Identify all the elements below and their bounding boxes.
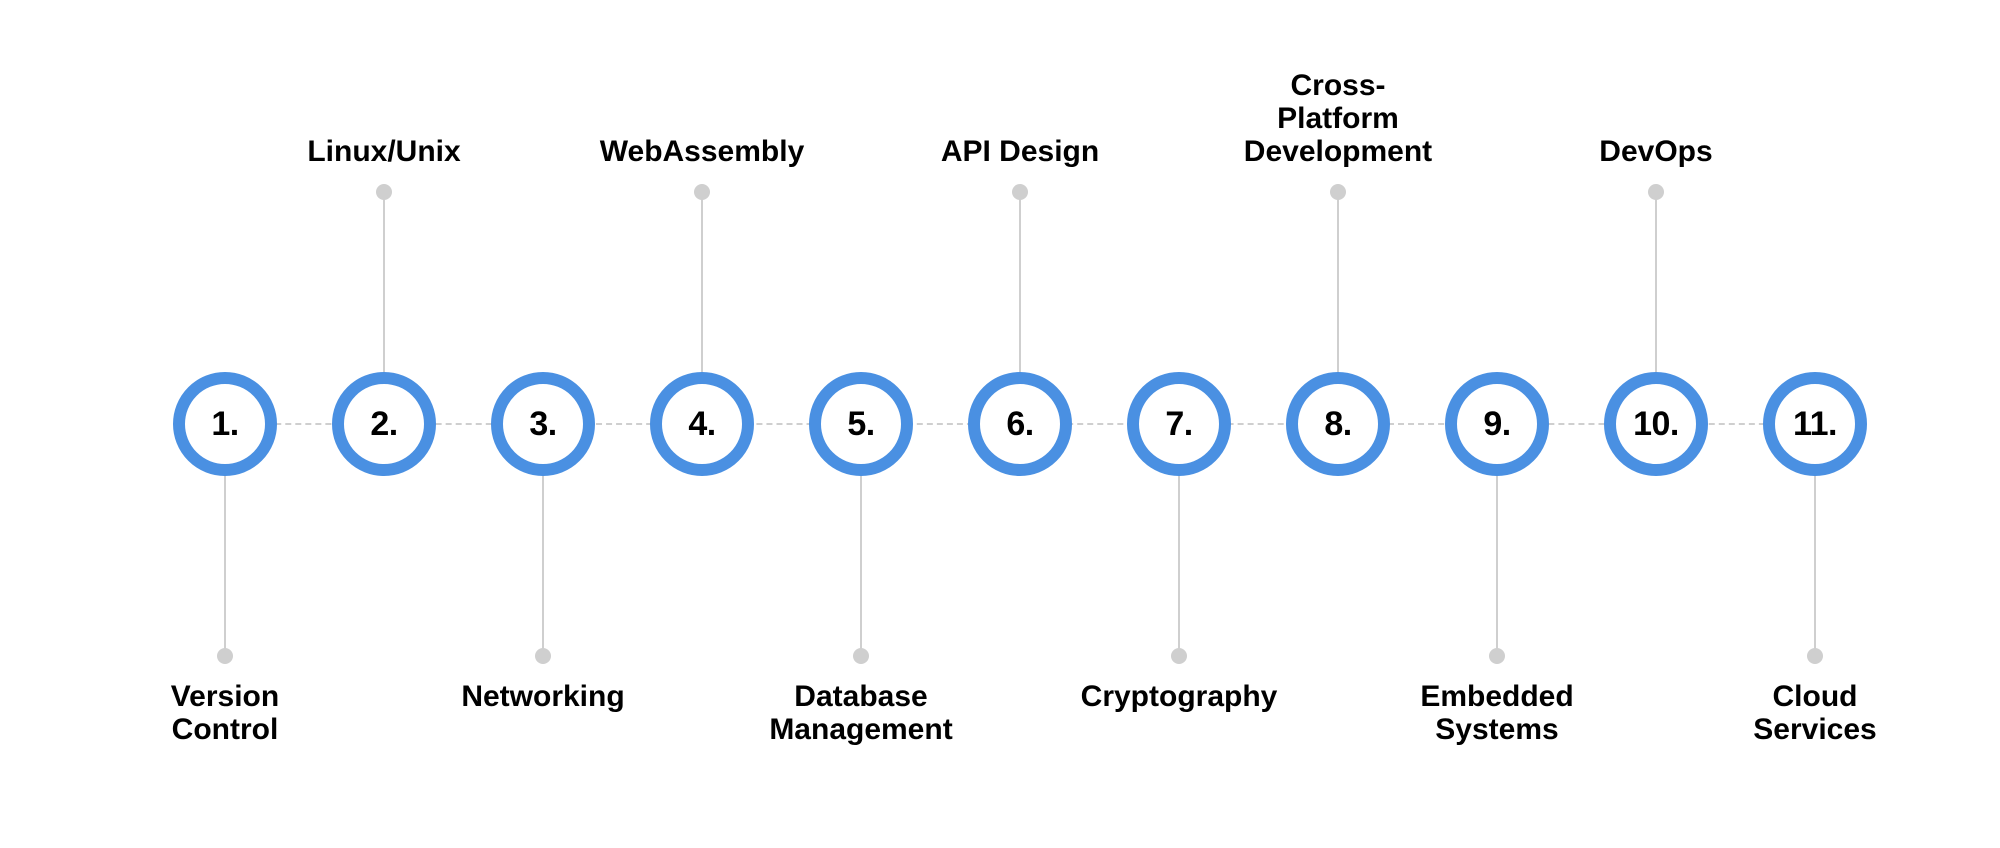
timeline-node-number: 5. [847,405,874,444]
timeline-stem [1337,192,1339,372]
timeline-node: 4. [650,372,754,476]
timeline-node-number: 7. [1165,405,1192,444]
timeline-node: 9. [1445,372,1549,476]
timeline-node-number: 11. [1793,405,1837,444]
timeline-node: 1. [173,372,277,476]
timeline-node: 2. [332,372,436,476]
timeline-stem-dot [1807,648,1823,664]
timeline-node: 3. [491,372,595,476]
timeline-label: Database Management [751,680,971,746]
timeline-node-number: 2. [370,405,397,444]
timeline-node: 5. [809,372,913,476]
timeline-stem [542,476,544,656]
timeline-label: Embedded Systems [1387,680,1607,746]
timeline-node-number: 4. [688,405,715,444]
timeline-stem [701,192,703,372]
timeline-label: Cloud Services [1705,680,1925,746]
timeline-stem-dot [1489,648,1505,664]
timeline-stem-dot [376,184,392,200]
timeline-label: Networking [433,680,653,713]
timeline-stem [1019,192,1021,372]
timeline-stem [1655,192,1657,372]
timeline-stem [1496,476,1498,656]
timeline-label: Cryptography [1069,680,1289,713]
timeline-node-number: 6. [1006,405,1033,444]
timeline-stem-dot [1648,184,1664,200]
timeline-node-number: 9. [1483,405,1510,444]
timeline-node-number: 8. [1324,405,1351,444]
timeline-stem [383,192,385,372]
timeline-diagram: Version Control 1. Linux/Unix 2. Networking 3… [0,0,2000,848]
timeline-label: Cross- Platform Development [1228,69,1448,168]
timeline-stem-dot [217,648,233,664]
timeline-label: DevOps [1546,135,1766,168]
timeline-label: Version Control [115,680,335,746]
timeline-label: API Design [910,135,1130,168]
timeline-node: 7. [1127,372,1231,476]
timeline-stem-dot [853,648,869,664]
timeline-node-number: 1. [211,405,238,444]
timeline-stem-dot [1012,184,1028,200]
timeline-stem-dot [535,648,551,664]
timeline-stem [1814,476,1816,656]
timeline-node: 8. [1286,372,1390,476]
timeline-stem [224,476,226,656]
timeline-node: 6. [968,372,1072,476]
timeline-stem [860,476,862,656]
timeline-stem [1178,476,1180,656]
timeline-node: 10. [1604,372,1708,476]
timeline-node-number: 10. [1633,405,1679,444]
timeline-node-number: 3. [529,405,556,444]
timeline-node: 11. [1763,372,1867,476]
timeline-label: WebAssembly [592,135,812,168]
timeline-stem-dot [1171,648,1187,664]
timeline-label: Linux/Unix [274,135,494,168]
timeline-stem-dot [694,184,710,200]
timeline-stem-dot [1330,184,1346,200]
